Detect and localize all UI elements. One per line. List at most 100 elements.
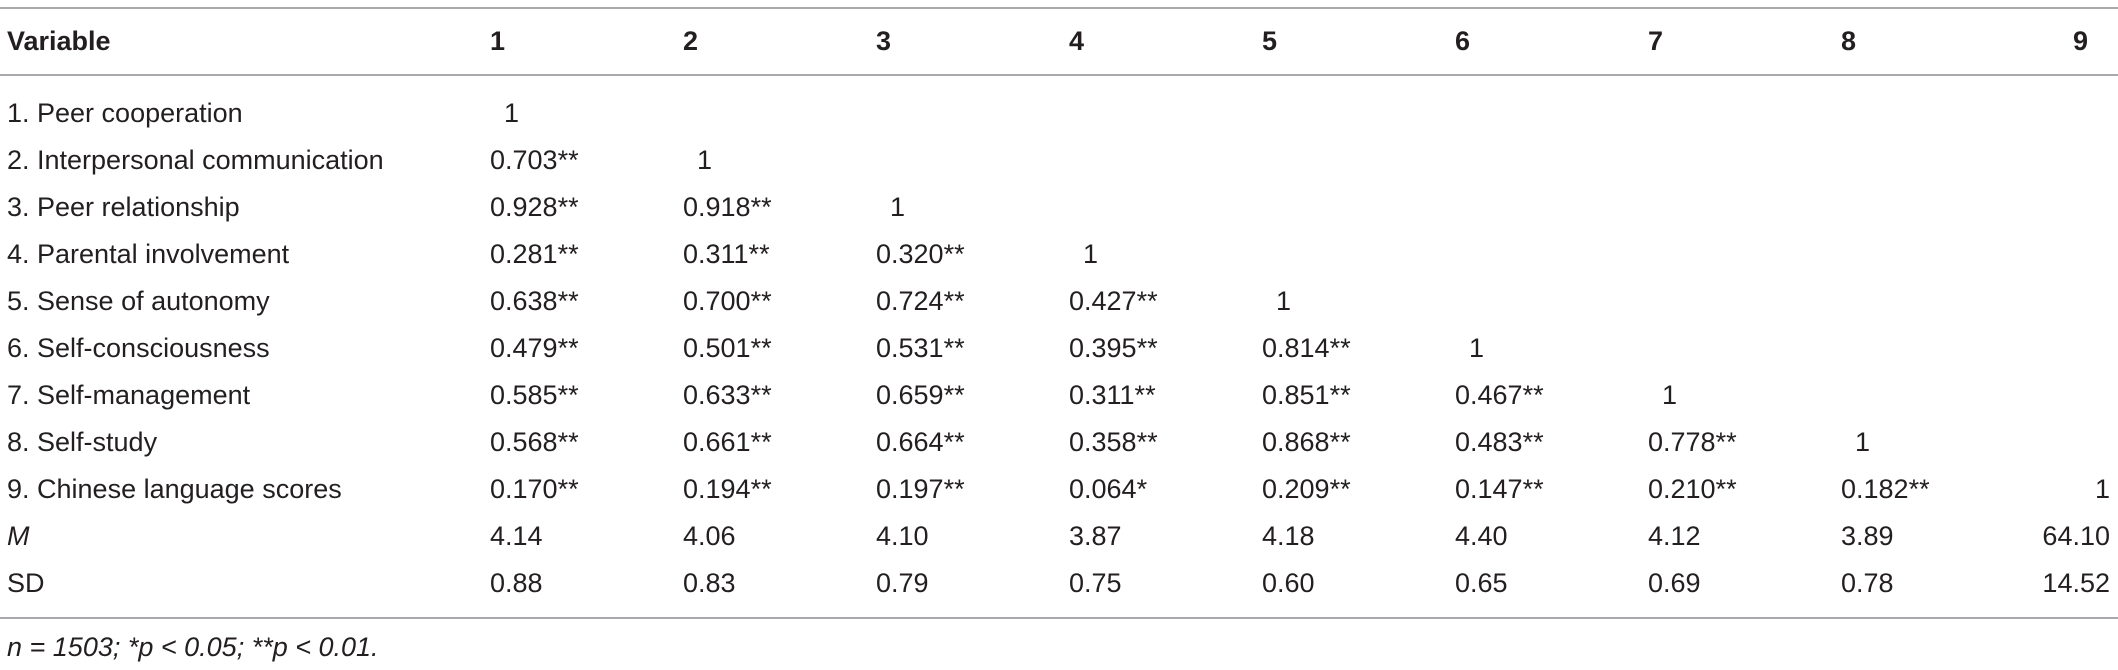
table-cell: 0.395** — [1069, 333, 1158, 363]
row-label: 7. Self-management — [7, 380, 251, 410]
table-cell: 0.210** — [1648, 474, 1737, 504]
table-cell: 4.14 — [490, 521, 543, 551]
row-label: 8. Self-study — [7, 427, 158, 457]
table-cell: 1 — [1083, 239, 1099, 269]
table-cell: 0.479** — [490, 333, 579, 363]
table-cell — [1455, 231, 1648, 278]
table-cell: 1 — [1469, 333, 1485, 363]
column-header: 3 — [876, 26, 892, 56]
column-header: 8 — [1841, 26, 1857, 56]
table-cell — [1648, 278, 1841, 325]
table-cell: 0.851** — [1262, 380, 1351, 410]
table-cell: 0.83 — [683, 568, 736, 598]
table-cell — [2034, 137, 2118, 184]
table-cell — [1841, 75, 2034, 137]
row-label: M — [7, 521, 30, 551]
column-header: 4 — [1069, 26, 1085, 56]
table-cell: 0.700** — [683, 286, 772, 316]
table-cell — [1455, 75, 1648, 137]
table-cell: 0.197** — [876, 474, 965, 504]
table-cell: 0.79 — [876, 568, 929, 598]
table-cell: 4.12 — [1648, 521, 1701, 551]
row-label: 2. Interpersonal communication — [7, 145, 384, 175]
column-header: 7 — [1648, 26, 1664, 56]
table-cell — [2034, 419, 2118, 466]
table-cell: 0.868** — [1262, 427, 1351, 457]
table-cell: 0.661** — [683, 427, 772, 457]
table-cell: 1 — [1276, 286, 1292, 316]
table-cell: 0.501** — [683, 333, 772, 363]
table-cell — [1069, 75, 1262, 137]
table-cell — [1069, 184, 1262, 231]
table-row: M 4.14 4.06 4.10 3.87 4.18 4.40 4.12 3.89 64.10 — [0, 513, 2118, 560]
table-cell: 0.88 — [490, 568, 543, 598]
table-body: 1. Peer cooperation 1 2. Interpersonal com… — [0, 75, 2118, 618]
column-header: 6 — [1455, 26, 1471, 56]
table-cell — [1648, 325, 1841, 372]
table-cell: 0.78 — [1841, 568, 1894, 598]
table-cell: 0.311** — [683, 239, 770, 269]
table-cell: 0.659** — [876, 380, 965, 410]
table-cell: 1 — [1662, 380, 1678, 410]
table-cell: 0.358** — [1069, 427, 1158, 457]
table-cell: 0.928** — [490, 192, 579, 222]
table-cell: 1 — [504, 98, 520, 128]
table-cell: 0.814** — [1262, 333, 1351, 363]
table-row: 7. Self-management 0.585** 0.633** 0.659** 0… — [0, 372, 2118, 419]
table-cell: 1 — [697, 145, 713, 175]
row-label: 1. Peer cooperation — [7, 98, 243, 128]
table-cell — [2034, 278, 2118, 325]
table-cell: 0.918** — [683, 192, 772, 222]
table-cell — [1262, 137, 1455, 184]
table-cell — [1648, 137, 1841, 184]
table-cell — [1841, 278, 2034, 325]
table-cell — [1648, 231, 1841, 278]
table-cell — [2034, 231, 2118, 278]
table-cell: 0.65 — [1455, 568, 1508, 598]
correlation-table: Variable 1 2 3 4 5 6 7 8 9 1. Peer cooperation 1 2.… — [0, 7, 2118, 619]
table-cell: 0.427** — [1069, 286, 1158, 316]
table-row: 6. Self-consciousness 0.479** 0.501** 0.531… — [0, 325, 2118, 372]
table-cell: 0.064* — [1069, 474, 1148, 504]
table-cell: 4.40 — [1455, 521, 1508, 551]
table-cell — [2034, 325, 2118, 372]
column-header: 9 — [2072, 26, 2088, 56]
table-cell: 0.724** — [876, 286, 965, 316]
table-cell: 0.69 — [1648, 568, 1701, 598]
header-row: Variable 1 2 3 4 5 6 7 8 9 — [0, 8, 2118, 75]
table-cell — [1841, 137, 2034, 184]
table-cell: 0.638** — [490, 286, 579, 316]
table-cell — [1841, 325, 2034, 372]
table-cell: 0.664** — [876, 427, 965, 457]
table-cell: 4.10 — [876, 521, 929, 551]
column-header: 2 — [683, 26, 699, 56]
table-cell: 0.633** — [683, 380, 772, 410]
table-cell — [1455, 278, 1648, 325]
table-cell — [1262, 231, 1455, 278]
table-cell: 0.147** — [1455, 474, 1544, 504]
table-cell: 0.585** — [490, 380, 579, 410]
table-cell: 0.209** — [1262, 474, 1351, 504]
table-cell: 4.18 — [1262, 521, 1315, 551]
table-cell — [1648, 75, 1841, 137]
row-label: 5. Sense of autonomy — [7, 286, 270, 316]
table-row: 2. Interpersonal communication 0.703** 1 — [0, 137, 2118, 184]
table-cell — [1841, 184, 2034, 231]
table-cell — [2034, 372, 2118, 419]
table-cell: 1 — [2094, 474, 2110, 504]
row-label: 6. Self-consciousness — [7, 333, 270, 363]
table-cell — [876, 75, 1069, 137]
table-cell: 0.182** — [1841, 474, 1930, 504]
table-cell — [1262, 184, 1455, 231]
table-cell — [1455, 137, 1648, 184]
table-cell: 0.170** — [490, 474, 579, 504]
table-cell — [1262, 75, 1455, 137]
table-cell: 0.281** — [490, 239, 579, 269]
table-cell: 3.89 — [1841, 521, 1894, 551]
table-cell — [1841, 372, 2034, 419]
row-label: 3. Peer relationship — [7, 192, 240, 222]
table-cell: 0.531** — [876, 333, 965, 363]
column-header: 1 — [490, 26, 506, 56]
row-label: SD — [7, 568, 45, 598]
table-cell — [1648, 184, 1841, 231]
